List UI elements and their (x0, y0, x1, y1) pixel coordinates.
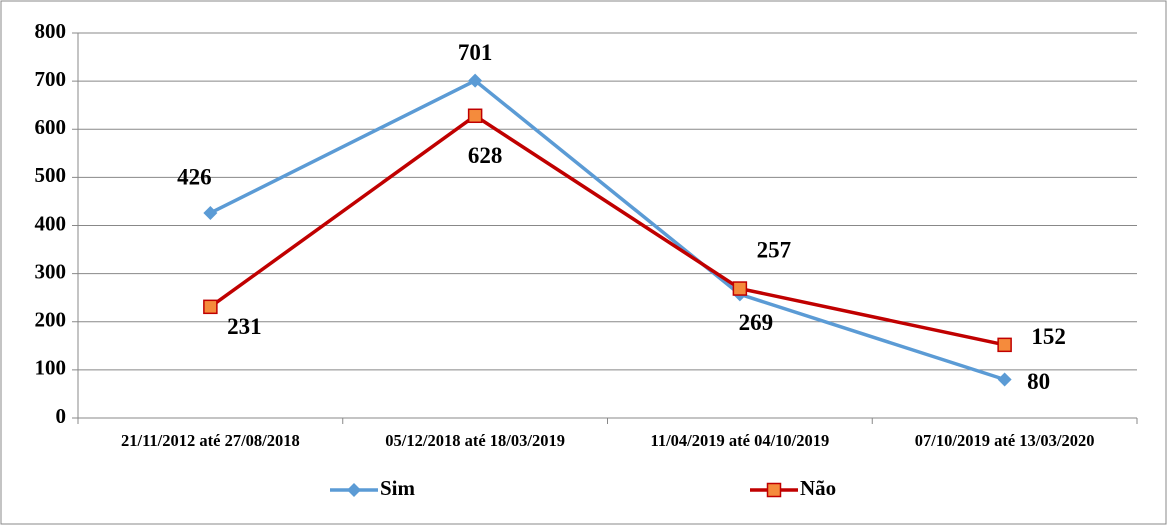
marker (468, 73, 483, 88)
marker (997, 372, 1012, 387)
marker (347, 483, 361, 497)
marker (997, 337, 1012, 353)
y-tick-label: 100 (35, 356, 67, 380)
data-label: 257 (757, 238, 792, 263)
marker (467, 108, 483, 124)
legend-label: Não (800, 476, 836, 500)
x-tick-label: 11/04/2019 até 04/10/2019 (651, 431, 830, 450)
data-label: 269 (739, 310, 774, 335)
y-tick-label: 500 (35, 163, 67, 187)
data-label: 426 (177, 164, 212, 189)
x-tick-label: 05/12/2018 até 18/03/2019 (385, 431, 565, 450)
marker (766, 482, 782, 498)
y-tick-label: 400 (35, 211, 67, 235)
data-label: 231 (227, 314, 262, 339)
marker (732, 281, 748, 296)
y-tick-label: 200 (35, 308, 67, 332)
data-label: 701 (458, 40, 493, 65)
legend-label: Sim (380, 476, 416, 500)
y-tick-label: 600 (35, 115, 67, 139)
y-tick-label: 700 (35, 67, 67, 91)
y-tick-label: 800 (35, 19, 67, 43)
x-tick-label: 21/11/2012 até 27/08/2018 (121, 431, 300, 450)
y-tick-label: 300 (35, 259, 67, 283)
marker (203, 205, 218, 220)
series-line (209, 113, 1005, 347)
data-label: 80 (1027, 369, 1050, 394)
data-label: 152 (1031, 324, 1066, 349)
x-tick-label: 07/10/2019 até 13/03/2020 (915, 431, 1095, 450)
marker (203, 299, 218, 315)
y-tick-label: 0 (56, 404, 67, 428)
data-label: 628 (468, 143, 503, 168)
series-line (209, 78, 1006, 382)
